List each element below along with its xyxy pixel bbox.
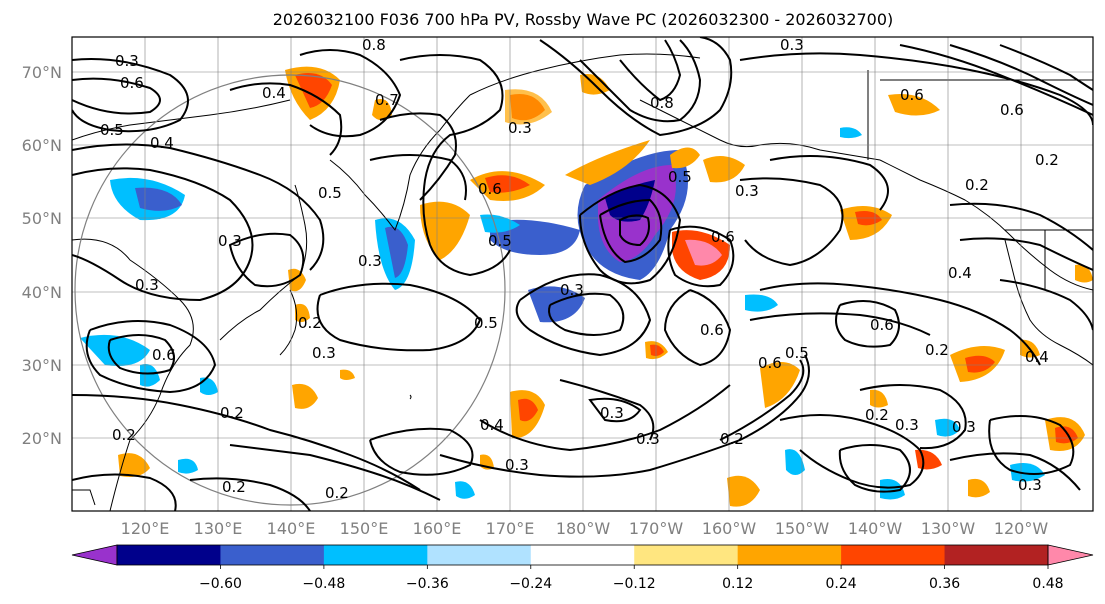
contour-label: 0.6 [120,74,144,92]
contour-label: 0.4 [480,416,504,434]
lon-label: 180°W [556,519,611,538]
contour-label: 0.2 [965,176,989,194]
colorbar-tick-label: 0.12 [722,576,753,592]
colorbar-segment [530,545,635,565]
colorbar-segment [634,545,739,565]
contour-label: 0.5 [474,314,498,332]
figure-title: 2026032100 F036 700 hPa PV, Rossby Wave … [273,10,894,29]
colorbar-tick-label: −0.36 [406,576,449,592]
contour-label: 0.6 [700,321,724,339]
coastlines-layer [72,53,1093,511]
colorbar-tick-label: 0.48 [1032,576,1063,592]
lon-label: 160°W [702,519,757,538]
contour-label: 0.3 [952,418,976,436]
contour-label: 0.2 [220,404,244,422]
contour-label: 0.3 [895,416,919,434]
lon-label: 140°W [848,519,903,538]
map-frame [71,36,1094,512]
contour-label: 0.5 [668,168,692,186]
contour-label: 0.3 [508,119,532,137]
contour-label: 0.3 [358,252,382,270]
colorbar-outline [116,544,1049,566]
contour-label: 0.2 [925,341,949,359]
colorbar-segment [323,545,428,565]
contour-label: 0.2 [298,314,322,332]
latitude-labels: 70°N 60°N 50°N 40°N 30°N 20°N [22,63,62,448]
contour-label: 0.5 [488,232,512,250]
colorbar-tick-label: 0.24 [826,576,857,592]
contour-label: 0.4 [1025,348,1049,366]
contour-label: 0.6 [711,228,735,246]
colorbar-segment [117,545,221,565]
contour-label: 0.6 [870,316,894,334]
lon-label: 130°W [921,519,976,538]
contour-label: 0.3 [218,232,242,250]
colorbar-extend-high [1047,544,1094,566]
contour-label: 0.4 [150,134,174,152]
colorbar-tick-label: −0.48 [302,576,345,592]
contour-label: 0.3 [600,404,624,422]
contour-label: 0.2 [1035,151,1059,169]
colorbar-segment [944,545,1049,565]
lon-label: 170°E [486,519,535,538]
contour-labels-layer: 0.8 0.3 0.6 0.5 0.4 0.7 0.3 0.8 0.3 0.6 … [100,36,1059,502]
colorbar-extend-low [71,544,118,566]
map-panel: 0.8 0.3 0.6 0.5 0.4 0.7 0.3 0.8 0.3 0.6 … [71,36,1094,512]
contour-label: 0.6 [900,86,924,104]
lon-label: 150°W [775,519,830,538]
anomaly-fill-layer [80,66,1093,507]
contour-label: 0.2 [325,484,349,502]
lon-label: 150°E [340,519,389,538]
contour-label: 0.5 [318,184,342,202]
contour-label: 0.6 [478,180,502,198]
contour-label: 0.6 [758,354,782,372]
pv-contours-layer [72,37,1093,511]
lon-label: 120°E [121,519,170,538]
contour-label: 0.6 [152,346,176,364]
colorbar-tick-label: −0.24 [509,576,552,592]
contour-label: 0.2 [720,430,744,448]
lat-label: 30°N [22,356,62,375]
contour-label: 0.2 [865,406,889,424]
contour-label: 0.5 [100,121,124,139]
lon-label: 140°E [267,519,316,538]
contour-label: 0.3 [115,52,139,70]
contour-label: 0.6 [1000,101,1024,119]
lat-label: 50°N [22,209,62,228]
lon-label: 160°E [413,519,462,538]
contour-label: 0.5 [785,344,809,362]
contour-label: 0.3 [780,36,804,54]
contour-label: 0.3 [1018,476,1042,494]
colorbar-segment [427,545,532,565]
contour-label: 0.4 [262,84,286,102]
lon-label: 170°W [629,519,684,538]
contour-label: 0.3 [312,344,336,362]
lon-label: 120°W [994,519,1049,538]
longitude-labels: 120°E 130°E 140°E 150°E 160°E 170°E 180°… [121,519,1049,538]
contour-label: 0.2 [112,426,136,444]
contour-label: 0.3 [636,430,660,448]
contour-label: 0.4 [948,264,972,282]
colorbar-segment [737,545,842,565]
colorbar-segment [841,545,946,565]
lat-label: 20°N [22,429,62,448]
colorbar-tick-label: 0.36 [929,576,960,592]
contour-label: 0.3 [735,182,759,200]
lat-label: 60°N [22,136,62,155]
colorbar-tick-label: −0.12 [613,576,656,592]
contour-label: 0.7 [375,91,399,109]
contour-label: 0.3 [560,281,584,299]
colorbar-segment [220,545,325,565]
contour-label: 0.8 [362,36,386,54]
contour-label: 0.3 [135,276,159,294]
colorbar: −0.60 −0.48 −0.36 −0.24 −0.12 0.12 0.24 0.36 0.4… [71,544,1094,592]
colorbar-tick-label: −0.60 [199,576,242,592]
lat-label: 70°N [22,63,62,82]
lat-label: 40°N [22,283,62,302]
contour-label: 0.3 [505,456,529,474]
lon-label: 130°E [194,519,243,538]
contour-label: 0.8 [650,94,674,112]
contour-label: 0.2 [222,478,246,496]
